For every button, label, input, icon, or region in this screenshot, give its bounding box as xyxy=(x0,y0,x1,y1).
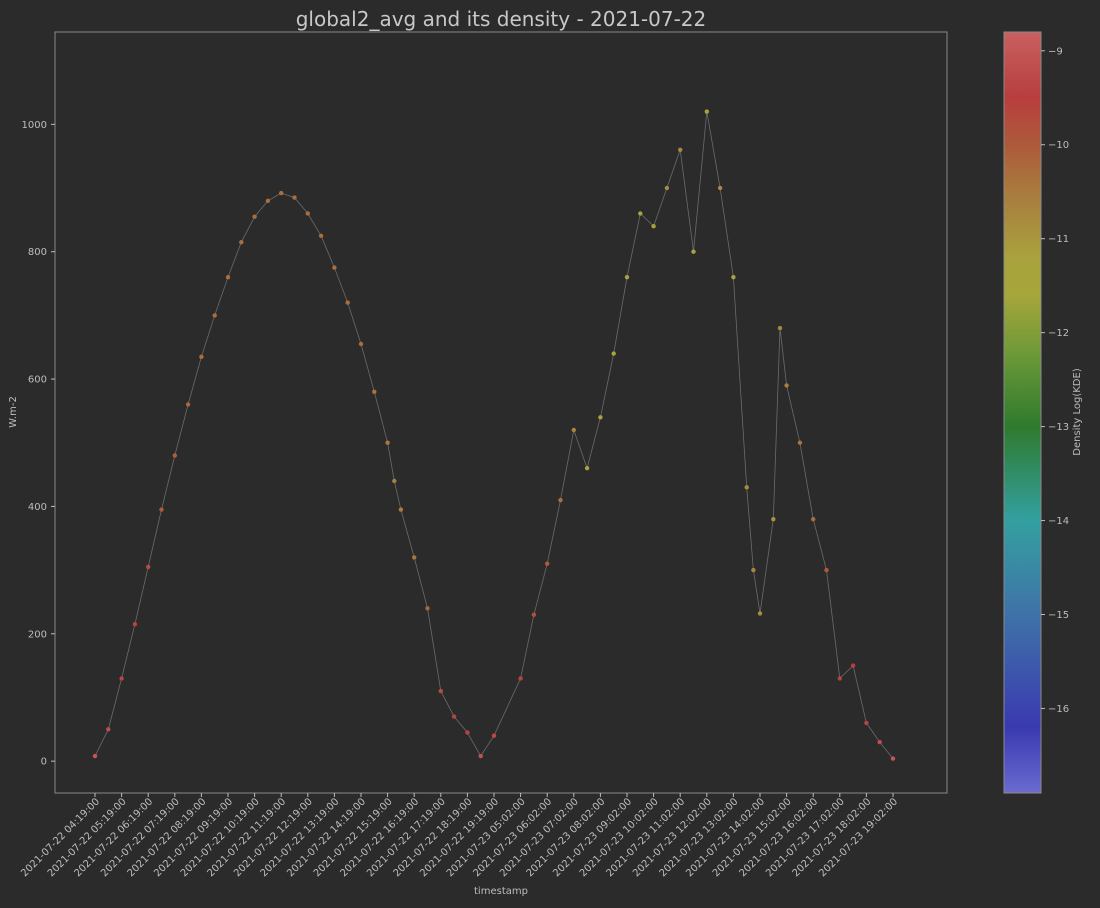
series-points xyxy=(92,109,896,761)
data-point xyxy=(292,195,297,200)
data-point xyxy=(850,663,856,668)
data-point xyxy=(545,561,550,566)
data-point xyxy=(225,275,231,280)
data-point xyxy=(106,727,111,732)
data-point xyxy=(571,427,576,433)
data-point xyxy=(425,606,430,611)
x-axis-label: timestamp xyxy=(474,886,528,897)
data-point xyxy=(465,730,470,735)
data-point xyxy=(119,676,124,681)
plot-area xyxy=(54,31,948,794)
colorbar-tick-label: −11 xyxy=(1048,234,1069,245)
data-point xyxy=(385,440,390,445)
data-point xyxy=(239,240,244,245)
colorbar-tick-label: −9 xyxy=(1048,46,1063,57)
data-point xyxy=(478,753,483,759)
chart-title: global2_avg and its density - 2021-07-22 xyxy=(296,7,707,31)
data-point xyxy=(132,622,138,627)
data-point xyxy=(771,517,776,522)
colorbar-label: Density Log(KDE) xyxy=(1072,368,1083,456)
data-point xyxy=(584,466,590,471)
data-point xyxy=(651,224,656,229)
data-point xyxy=(890,756,896,761)
data-point xyxy=(757,611,763,616)
data-point xyxy=(279,190,284,196)
colorbar-tick-label: −12 xyxy=(1048,328,1069,339)
data-point xyxy=(731,275,736,280)
data-point xyxy=(345,300,350,305)
data-point xyxy=(678,147,683,152)
data-point xyxy=(159,507,164,512)
data-point xyxy=(518,676,523,681)
data-point xyxy=(811,517,816,522)
data-point xyxy=(199,354,204,359)
data-point xyxy=(837,676,842,681)
data-point xyxy=(784,383,789,388)
colorbar-axis: −9 −10 −11 −12 −13 −14 −15 −16 xyxy=(1041,46,1069,715)
data-point xyxy=(438,688,443,694)
data-point xyxy=(624,275,630,280)
data-point xyxy=(172,453,177,458)
data-point xyxy=(358,341,364,347)
data-point xyxy=(372,389,377,394)
y-axis-label: W.m-2 xyxy=(8,396,19,428)
data-point xyxy=(598,415,603,420)
y-tick-label: 800 xyxy=(28,247,47,258)
colorbar-tick-label: −15 xyxy=(1048,610,1069,621)
data-point xyxy=(392,478,397,484)
data-point xyxy=(305,211,310,216)
y-tick-label: 600 xyxy=(28,375,47,386)
data-point xyxy=(332,265,337,270)
data-point xyxy=(797,440,803,445)
colorbar xyxy=(1003,31,1042,794)
data-point xyxy=(265,198,271,203)
data-point xyxy=(212,313,217,318)
data-point xyxy=(664,185,670,191)
data-point xyxy=(146,564,151,570)
y-tick-label: 1000 xyxy=(22,120,47,131)
data-point xyxy=(398,507,404,512)
y-tick-label: 200 xyxy=(28,629,47,640)
data-point xyxy=(824,567,829,573)
data-point xyxy=(704,109,709,114)
data-point xyxy=(864,720,869,726)
data-point xyxy=(777,325,783,331)
y-tick-label: 0 xyxy=(41,757,47,768)
y-tick-label: 400 xyxy=(28,502,47,513)
colorbar-tick-label: −14 xyxy=(1048,516,1069,527)
data-point xyxy=(638,211,643,216)
data-point xyxy=(877,739,882,745)
data-point xyxy=(412,555,417,560)
data-point xyxy=(318,233,324,238)
colorbar-tick-label: −16 xyxy=(1048,704,1069,715)
data-point xyxy=(451,714,457,719)
data-point xyxy=(491,733,497,738)
data-point xyxy=(691,249,696,254)
data-point xyxy=(252,214,257,219)
colorbar-tick-label: −10 xyxy=(1048,140,1069,151)
y-axis: 0 200 400 600 800 1000 xyxy=(22,120,55,768)
data-point xyxy=(558,497,563,503)
data-point xyxy=(751,567,756,573)
data-point xyxy=(92,753,98,759)
colorbar-tick-label: −13 xyxy=(1048,422,1069,433)
data-point xyxy=(611,351,616,356)
data-point xyxy=(185,402,191,407)
data-point xyxy=(717,185,723,191)
data-point xyxy=(744,485,749,490)
data-point xyxy=(531,612,537,617)
